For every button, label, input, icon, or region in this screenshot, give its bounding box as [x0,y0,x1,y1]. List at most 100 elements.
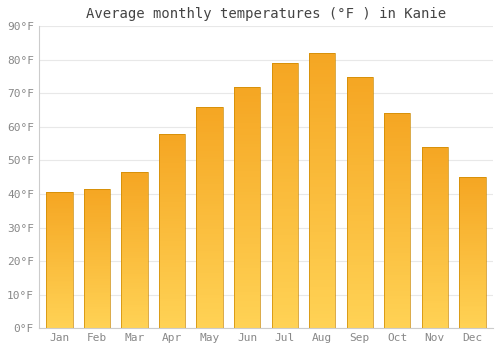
Bar [46,269,72,271]
Bar [460,315,485,317]
Bar [84,320,110,321]
Bar [346,325,373,328]
Bar [346,77,373,328]
Bar [84,293,110,295]
Bar [234,210,260,214]
Bar [46,245,72,247]
Bar [122,199,148,202]
Bar [122,184,148,186]
Bar [84,316,110,318]
Bar [384,264,410,266]
Bar [346,77,373,80]
Bar [46,311,72,313]
Bar [272,130,298,133]
Bar [196,278,223,281]
Bar [272,96,298,100]
Bar [234,280,260,283]
Bar [272,219,298,222]
Bar [84,285,110,286]
Bar [234,256,260,259]
Bar [84,266,110,267]
Bar [84,241,110,243]
Bar [196,159,223,162]
Bar [309,129,336,132]
Bar [309,94,336,98]
Bar [122,240,148,243]
Bar [122,309,148,311]
Bar [384,309,410,312]
Bar [346,89,373,92]
Bar [460,279,485,281]
Bar [234,214,260,217]
Bar [46,230,72,231]
Bar [346,108,373,111]
Bar [196,267,223,270]
Bar [460,309,485,311]
Bar [422,210,448,213]
Bar [84,283,110,285]
Bar [346,306,373,309]
Bar [460,243,485,245]
Bar [384,320,410,323]
Bar [460,189,485,190]
Bar [84,232,110,234]
Bar [384,164,410,167]
Bar [309,256,336,259]
Bar [422,222,448,224]
Bar [234,114,260,117]
Bar [46,208,72,209]
Bar [122,231,148,233]
Bar [84,234,110,236]
Bar [234,93,260,96]
Bar [122,297,148,299]
Bar [422,156,448,158]
Bar [196,215,223,217]
Bar [234,232,260,235]
Bar [460,202,485,204]
Bar [422,152,448,154]
Bar [46,259,72,260]
Bar [122,266,148,268]
Bar [309,57,336,60]
Bar [309,60,336,63]
Bar [196,312,223,314]
Bar [422,147,448,328]
Bar [272,182,298,186]
Bar [196,295,223,298]
Bar [159,221,185,224]
Bar [384,253,410,256]
Bar [122,260,148,262]
Bar [309,232,336,235]
Bar [272,259,298,262]
Bar [234,144,260,147]
Bar [460,262,485,264]
Bar [84,279,110,281]
Bar [422,190,448,192]
Bar [46,216,72,218]
Bar [309,139,336,142]
Bar [309,194,336,197]
Bar [84,191,110,192]
Bar [309,88,336,91]
Bar [272,242,298,245]
Bar [234,295,260,298]
Bar [346,187,373,190]
Bar [46,193,72,328]
Bar [346,96,373,99]
Bar [234,310,260,313]
Bar [159,173,185,175]
Bar [346,86,373,89]
Bar [234,283,260,286]
Bar [196,187,223,190]
Bar [346,171,373,174]
Bar [84,313,110,314]
Bar [384,159,410,162]
Bar [272,179,298,182]
Bar [460,217,485,219]
Bar [384,274,410,277]
Bar [196,245,223,248]
Bar [460,213,485,215]
Bar [84,273,110,274]
Bar [122,192,148,194]
Bar [84,238,110,239]
